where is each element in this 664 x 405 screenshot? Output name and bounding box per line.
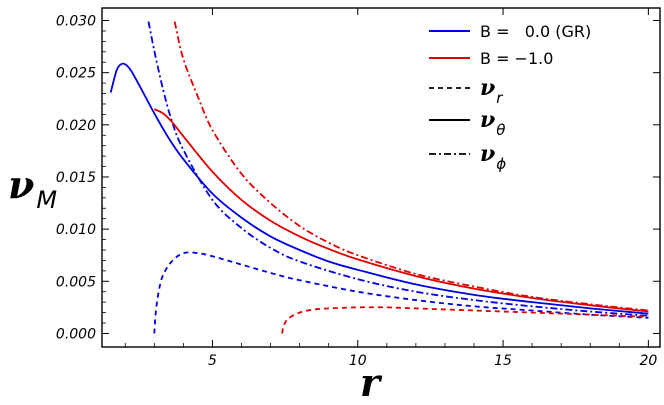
y-tick-label: 0.010 xyxy=(56,222,96,238)
x-tick-label: 15 xyxy=(494,353,512,369)
legend-label-nu-theta: νθ xyxy=(480,107,505,139)
series-b_neg-phi xyxy=(173,21,649,312)
series-gr-r xyxy=(153,251,649,334)
series-gr-theta xyxy=(109,62,649,315)
x-tick-label: 5 xyxy=(208,353,217,369)
series-b_neg-theta xyxy=(153,108,649,313)
axis-ticks xyxy=(102,8,660,347)
y-axis-label-sub: M xyxy=(36,186,57,214)
series-gr-phi xyxy=(147,21,649,317)
y-tick-label: 0.000 xyxy=(56,326,96,342)
legend-label-nu-phi: νϕ xyxy=(480,141,506,173)
y-tick-label: 0.030 xyxy=(56,14,96,30)
x-tick-label: 20 xyxy=(639,353,657,369)
y-tick-label: 0.015 xyxy=(56,170,96,186)
curves xyxy=(109,21,649,334)
x-tick-label: 10 xyxy=(349,353,367,369)
y-tick-label: 0.020 xyxy=(56,118,96,134)
legend-label-nu-r: νr xyxy=(480,75,503,107)
legend-label-gr: B = 0.0 (GR) xyxy=(480,22,591,41)
y-tick-label: 0.025 xyxy=(56,66,96,82)
y-axis-label: νM xyxy=(8,162,57,214)
legend: B = 0.0 (GR) B = −1.0 νr νθ νϕ xyxy=(429,22,591,173)
tick-labels: 5 10 15 20 0.000 0.005 0.010 0.015 0.020 0.025 0.0… xyxy=(56,14,657,369)
legend-label-b-neg: B = −1.0 xyxy=(480,49,553,68)
plot-frame xyxy=(101,7,661,348)
x-axis-label: r xyxy=(360,360,383,405)
series-b_neg-r xyxy=(281,306,649,334)
y-tick-label: 0.005 xyxy=(56,274,96,290)
